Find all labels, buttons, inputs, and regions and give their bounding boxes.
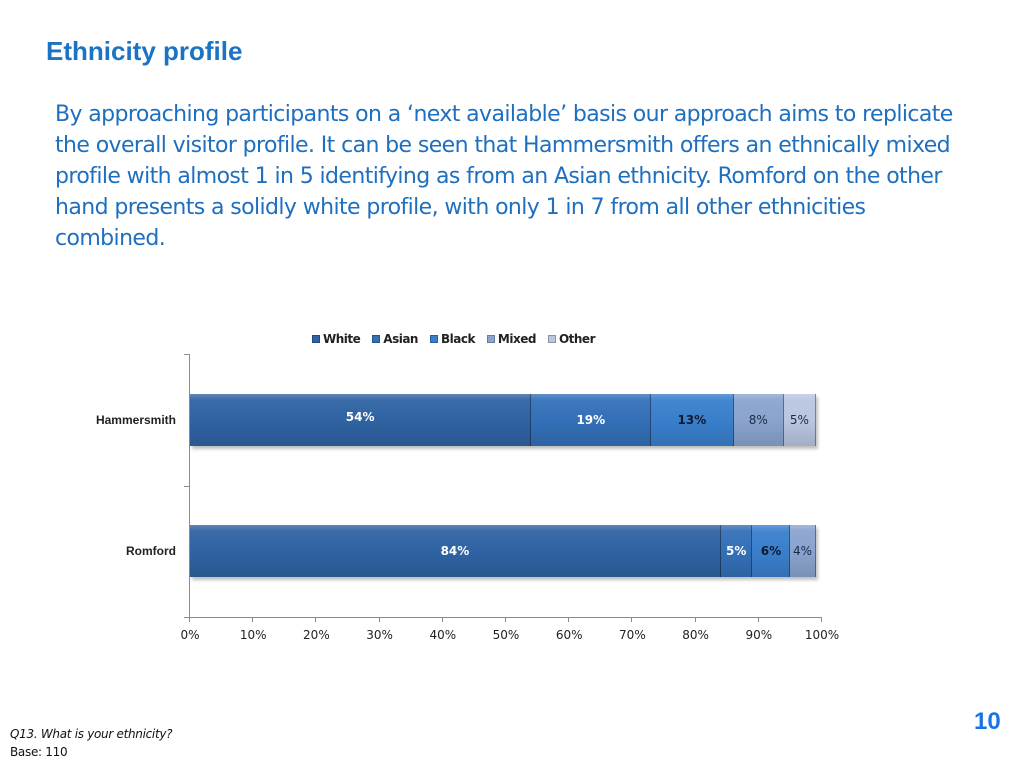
page-number: 10 bbox=[974, 708, 1001, 735]
x-tick-label: 100% bbox=[804, 628, 840, 642]
legend-label: Asian bbox=[383, 332, 418, 346]
legend-swatch-icon bbox=[486, 335, 495, 343]
x-tick-label: 80% bbox=[682, 628, 709, 642]
x-tick bbox=[757, 617, 759, 622]
legend-label: Mixed bbox=[497, 332, 537, 346]
y-axis bbox=[189, 354, 190, 618]
footnote-question: Q13. What is your ethnicity? bbox=[10, 727, 173, 741]
bar-hammersmith: 54% 19% 13% 8% 5% bbox=[190, 394, 816, 446]
intro-paragraph: By approaching participants on a ‘next a… bbox=[55, 102, 953, 251]
x-tick bbox=[315, 617, 317, 622]
bar-segment-mixed: 8% bbox=[733, 394, 785, 446]
legend-label: White bbox=[323, 332, 361, 346]
x-tick bbox=[441, 617, 443, 622]
slide-title: Ethnicity profile bbox=[46, 36, 243, 66]
bar-romford: 84% 5% 6% 4% bbox=[190, 525, 816, 577]
legend-swatch-icon bbox=[429, 335, 438, 343]
x-tick bbox=[505, 617, 506, 622]
x-tick bbox=[252, 617, 254, 622]
x-tick-label: 20% bbox=[303, 628, 330, 642]
category-label-hammersmith: Hammersmith bbox=[95, 413, 176, 427]
legend-label: Other bbox=[558, 332, 596, 346]
x-tick-label: 90% bbox=[745, 628, 773, 642]
legend-item-mixed: Mixed bbox=[486, 332, 537, 346]
bar-segment-mixed: 4% bbox=[790, 525, 816, 577]
x-tick bbox=[568, 617, 570, 622]
bar-segment-asian: 5% bbox=[720, 525, 753, 577]
footnote-base: Base: 110 bbox=[10, 745, 68, 759]
legend-label: Black bbox=[440, 332, 475, 346]
legend-item-other: Other bbox=[547, 332, 596, 346]
legend-swatch-icon bbox=[372, 335, 381, 343]
x-tick-label: 40% bbox=[429, 628, 457, 642]
chart-legend: White Asian Black Mixed Other bbox=[312, 332, 596, 346]
legend-swatch-icon bbox=[312, 335, 320, 343]
x-tick-label: 10% bbox=[239, 628, 267, 642]
legend-swatch-icon bbox=[547, 335, 556, 343]
x-tick bbox=[821, 617, 822, 622]
bar-segment-black: 13% bbox=[651, 394, 734, 446]
y-tick bbox=[184, 486, 189, 487]
bar-segment-white: 54% bbox=[190, 394, 532, 446]
x-tick bbox=[694, 617, 696, 622]
x-tick-label: 50% bbox=[492, 628, 520, 642]
category-label-romford: Romford bbox=[126, 544, 176, 558]
bar-segment-white: 84% bbox=[190, 525, 721, 577]
x-tick-label: 0% bbox=[180, 628, 200, 642]
x-tick bbox=[378, 617, 380, 622]
x-tick-label: 30% bbox=[366, 628, 393, 642]
bar-segment-black: 6% bbox=[752, 525, 791, 577]
y-tick bbox=[184, 617, 189, 618]
x-tick bbox=[631, 617, 633, 622]
y-tick bbox=[184, 354, 189, 355]
bar-segment-other: 5% bbox=[784, 394, 816, 446]
x-tick bbox=[189, 617, 190, 622]
legend-item-white: White bbox=[312, 332, 361, 346]
x-tick-label: 60% bbox=[555, 628, 583, 642]
bar-segment-asian: 19% bbox=[531, 394, 652, 446]
legend-item-asian: Asian bbox=[372, 332, 418, 346]
legend-item-black: Black bbox=[429, 332, 475, 346]
x-tick-label: 70% bbox=[619, 628, 646, 642]
